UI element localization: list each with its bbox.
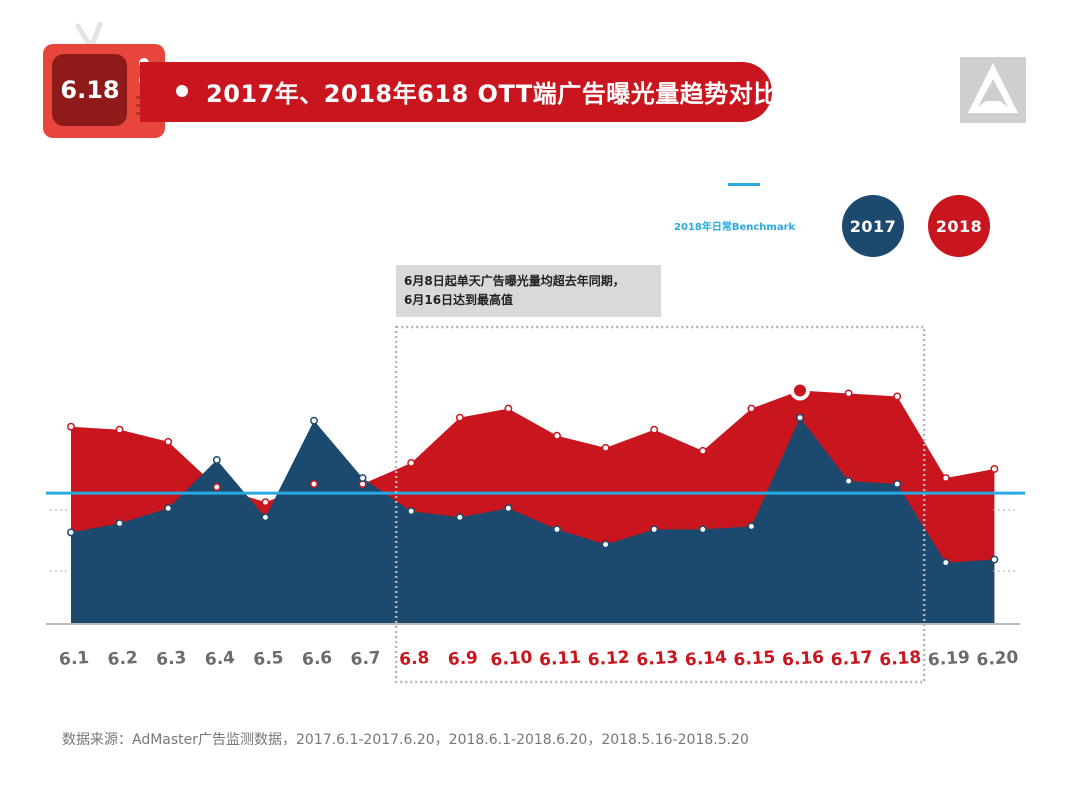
x-tick-label: 6.18	[879, 648, 922, 671]
x-tick-label: 6.9	[447, 648, 478, 670]
point-2017-6.4	[212, 455, 221, 464]
annotation-text: 6月8日起单天广告曝光量均超去年同期， 6月16日达到最高值	[404, 272, 625, 310]
point-2018-6.2	[115, 425, 124, 434]
x-tick-label: 6.8	[399, 648, 430, 670]
point-2018-6.4	[212, 483, 221, 492]
point-2017-6.18	[893, 480, 902, 489]
peak-point-2018	[794, 384, 806, 397]
x-tick-label: 6.4	[204, 648, 236, 670]
x-tick-label: 6.12	[587, 648, 630, 671]
point-2018-6.8	[407, 458, 416, 467]
point-2017-6.16	[796, 413, 804, 422]
x-tick-label: 6.3	[156, 648, 187, 670]
annotation-box	[396, 265, 661, 317]
point-2017-6.19	[941, 558, 950, 567]
series-2017-area	[71, 417, 995, 623]
point-2017-6.2	[115, 519, 124, 528]
point-2017-6.7	[358, 474, 367, 482]
tick-labels-layer: 6.1 6.2 6.3 6.4 6.5 6.6 6.7 6.8 6.9 6.10 6.11 6.12 6…	[58, 648, 1019, 671]
series-2017-area-layer	[71, 417, 995, 623]
x-tick-label: 6.5	[253, 648, 284, 670]
point-2017-6.3	[164, 504, 173, 513]
point-2018-6.9	[455, 413, 464, 422]
x-tick-label: 6.1	[58, 648, 89, 670]
point-2018-6.5	[261, 498, 270, 507]
x-tick-label: 6.19	[927, 648, 970, 671]
point-2017-6.14	[698, 525, 707, 534]
point-2017-6.1	[67, 528, 75, 537]
point-2018-6.11	[553, 431, 561, 440]
x-tick-label: 6.7	[350, 648, 381, 670]
point-2018-6.17	[844, 389, 853, 398]
point-2018-6.10	[504, 404, 513, 413]
reference-lines-layer	[46, 325, 1025, 684]
x-tick-label: 6.11	[538, 648, 581, 671]
point-2017-6.6	[310, 416, 318, 425]
point-2017-6.12	[601, 540, 610, 549]
point-2017-6.5	[261, 513, 270, 522]
point-2018-6.18	[893, 392, 902, 401]
x-tick-label: 6.14	[684, 648, 727, 671]
x-tick-label: 6.13	[636, 648, 679, 671]
point-2018-6.6	[310, 480, 318, 489]
title-bullet-dot	[176, 85, 188, 97]
legend-benchmark-label: 2018年日常Benchmark	[674, 222, 796, 233]
legend-2018: 2018	[928, 195, 990, 257]
point-2017-6.11	[553, 525, 561, 534]
x-tick-label: 6.16	[781, 648, 824, 671]
point-2017-6.13	[650, 525, 659, 534]
x-tick-label: 6.10	[490, 648, 533, 671]
point-2018-6.13	[650, 425, 659, 434]
annotation-line-2: 6月16日达到最高值	[404, 293, 514, 307]
point-2018-6.3	[164, 437, 173, 446]
point-2018-6.19	[941, 474, 950, 482]
point-2018-6.15	[747, 404, 756, 413]
annotation-line-1: 6月8日起单天广告曝光量均超去年同期，	[404, 274, 625, 288]
point-2017-6.10	[504, 504, 513, 513]
point-2018-6.1	[67, 422, 75, 431]
x-tick-label: 6.6	[301, 648, 332, 670]
brand-logo-icon	[960, 57, 1026, 123]
badge-text: 6.18	[60, 76, 119, 104]
point-2017-6.9	[455, 513, 464, 522]
title-banner	[140, 62, 772, 122]
x-tick-label: 6.20	[976, 648, 1019, 671]
data-points-layer	[67, 380, 999, 567]
point-2017-6.20	[990, 555, 999, 564]
point-2017-6.8	[407, 507, 416, 516]
legend-2017: 2017	[842, 195, 904, 257]
point-2018-6.14	[698, 446, 707, 455]
x-tick-label: 6.17	[830, 648, 873, 671]
highlight-box	[394, 325, 926, 684]
point-2018-6.20	[990, 465, 999, 473]
point-2017-6.17	[844, 477, 853, 486]
tv-badge-icon: 6.18	[43, 21, 165, 138]
source-note: 数据来源：AdMaster广告监测数据，2017.6.1-2017.6.20，2…	[62, 732, 749, 748]
page-title: 2017年、2018年618 OTT端广告曝光量趋势对比	[206, 80, 778, 108]
legend-benchmark-swatch	[728, 183, 760, 186]
x-tick-label: 6.2	[107, 648, 138, 670]
point-2018-6.12	[601, 443, 610, 452]
point-2017-6.15	[747, 522, 756, 531]
x-tick-label: 6.15	[733, 648, 776, 671]
